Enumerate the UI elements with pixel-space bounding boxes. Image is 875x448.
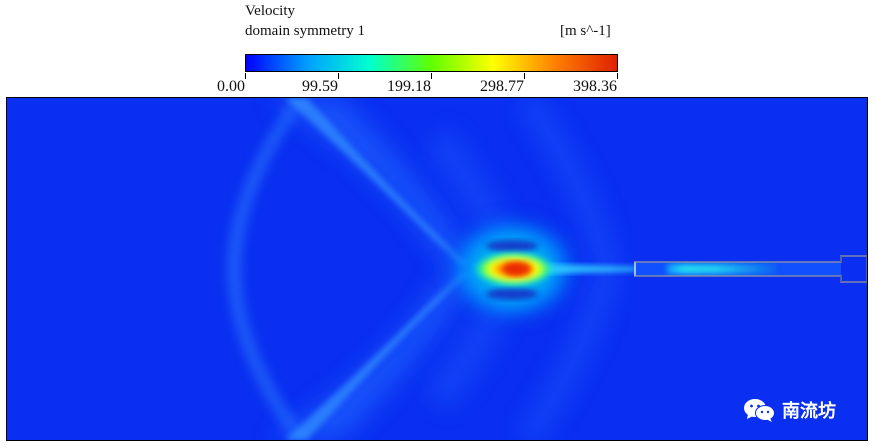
legend-subtitle: domain symmetry 1	[245, 23, 365, 39]
legend-title: Velocity	[245, 3, 295, 19]
wechat-icon	[744, 399, 775, 422]
nozzle-flow	[667, 264, 777, 274]
colorbar-tick	[338, 73, 339, 79]
lobe-upper	[486, 240, 538, 252]
colorbar-tick-label: 0.00	[217, 78, 245, 95]
jet-stream	[547, 264, 637, 274]
shock-line-upper	[285, 98, 469, 266]
watermark: 南流坊	[742, 396, 836, 424]
lobe-lower	[486, 288, 538, 300]
colorbar-tick	[431, 73, 432, 79]
colorbar-tick	[524, 73, 525, 79]
legend-unit: [m s^-1]	[560, 23, 611, 39]
watermark-text: 南流坊	[782, 401, 836, 422]
colorbar-tick-label: 99.59	[302, 78, 338, 95]
shock-line-lower	[285, 272, 469, 440]
contour-field	[7, 98, 867, 440]
colorbar-tick-label: 199.18	[387, 78, 431, 95]
colorbar-tick-label: 298.77	[480, 78, 524, 95]
nozzle-wall-edge	[635, 255, 867, 283]
velocity-contour-plot	[6, 97, 868, 441]
shock-arc	[229, 98, 307, 440]
colorbar-tick-label: 398.36	[573, 78, 617, 95]
velocity-peak	[503, 262, 531, 276]
colorbar	[245, 54, 618, 72]
colorbar-tick	[617, 73, 618, 79]
colorbar-tick	[245, 73, 246, 79]
